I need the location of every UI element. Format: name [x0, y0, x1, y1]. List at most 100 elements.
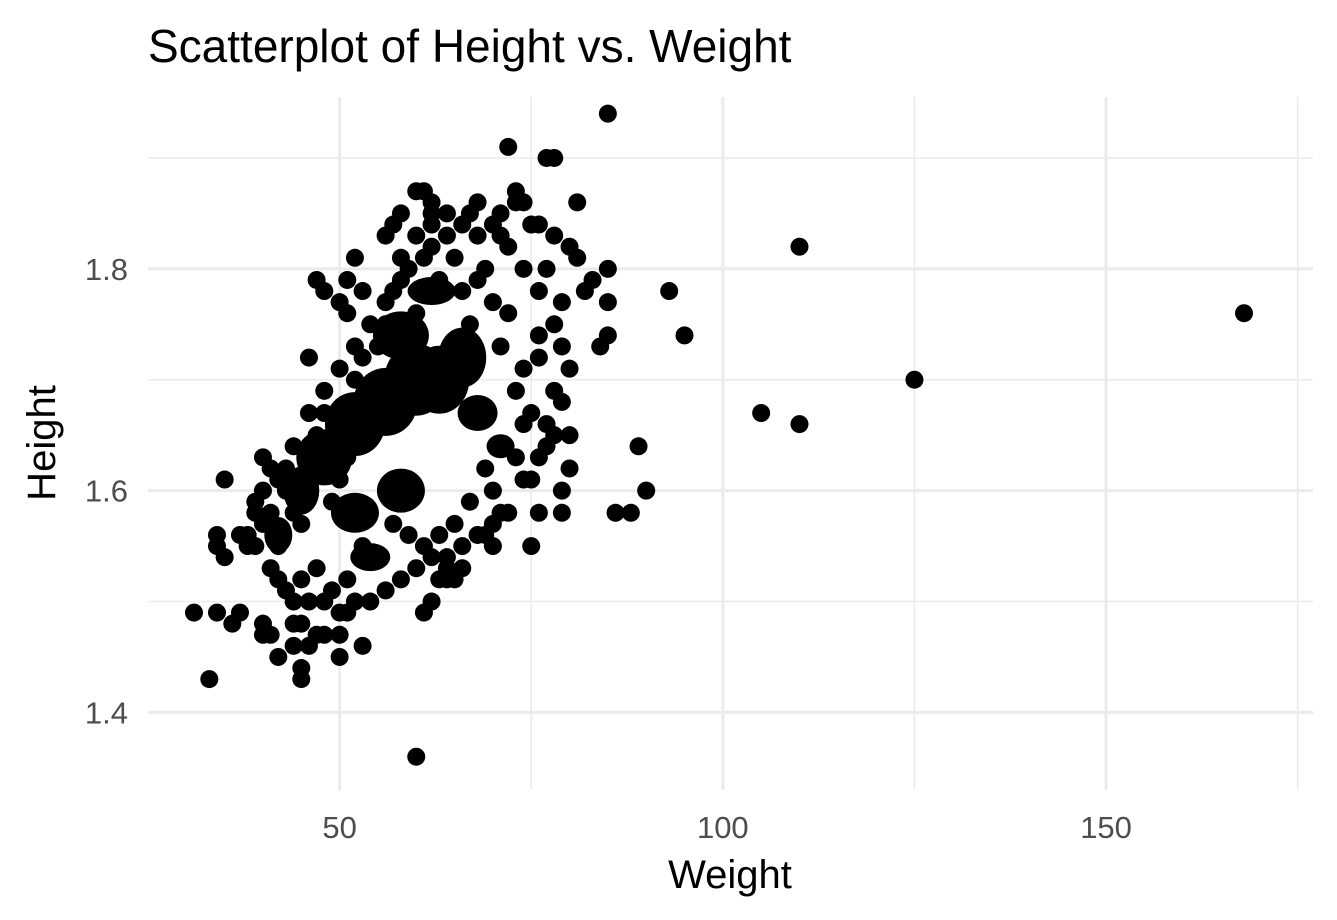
- scatter-point: [637, 481, 656, 500]
- scatter-point: [506, 193, 525, 212]
- scatter-point: [598, 293, 617, 312]
- scatter-point: [545, 315, 564, 334]
- scatter-point: [292, 514, 311, 533]
- scatter-point: [184, 603, 203, 622]
- scatter-point: [460, 492, 479, 511]
- scatter-point: [200, 670, 219, 689]
- scatter-point: [269, 647, 288, 666]
- scatter-point: [529, 326, 548, 345]
- scatter-point: [299, 348, 318, 367]
- scatter-point: [552, 481, 571, 500]
- scatter-point: [545, 426, 564, 445]
- scatter-point: [338, 570, 357, 589]
- scatter-point: [606, 503, 625, 522]
- scatter-point: [246, 492, 265, 511]
- scatter-point: [552, 293, 571, 312]
- scatter-point: [430, 270, 449, 289]
- scatter-point: [529, 448, 548, 467]
- scatter-point: [315, 404, 334, 423]
- scatter-point: [391, 204, 410, 223]
- scatter-point: [322, 492, 341, 511]
- scatter-point: [491, 226, 510, 245]
- scatter-point: [361, 415, 380, 434]
- scatter-point: [422, 237, 441, 256]
- scatter-point: [368, 337, 387, 356]
- scatter-point: [460, 315, 479, 334]
- scatter-point: [506, 381, 525, 400]
- scatter-point: [560, 459, 579, 478]
- scatter-point: [307, 559, 326, 578]
- scatter-point: [353, 537, 372, 556]
- scatter-point: [522, 215, 541, 234]
- scatter-point: [1235, 304, 1254, 323]
- scatter-point: [529, 503, 548, 522]
- scatter-point: [345, 592, 364, 611]
- scatter-point: [422, 204, 441, 223]
- scatter-point: [437, 548, 456, 567]
- scatter-point: [621, 503, 640, 522]
- y-tick-label: 1.6: [85, 474, 128, 509]
- scatter-cluster: [486, 434, 515, 459]
- scatter-point: [330, 470, 349, 489]
- scatter-point: [299, 404, 318, 423]
- scatter-cluster: [376, 468, 425, 513]
- scatter-point: [338, 270, 357, 289]
- scatter-point: [376, 293, 395, 312]
- scatter-point: [422, 592, 441, 611]
- scatter-point: [269, 470, 288, 489]
- scatter-point: [299, 470, 318, 489]
- scatter-point: [675, 326, 694, 345]
- scatter-point: [552, 503, 571, 522]
- scatter-point: [315, 282, 334, 301]
- scatter-point: [598, 104, 617, 123]
- scatter-point: [422, 548, 441, 567]
- scatter-point: [368, 548, 387, 567]
- scatter-point: [269, 570, 288, 589]
- scatter-point: [529, 282, 548, 301]
- scatter-point: [483, 481, 502, 500]
- x-axis-label: Weight: [668, 853, 792, 897]
- scatter-point: [514, 415, 533, 434]
- scatter-point: [353, 636, 372, 655]
- scatter-point: [261, 503, 280, 522]
- scatter-point: [391, 570, 410, 589]
- scatter-point: [315, 592, 334, 611]
- scatter-point: [598, 326, 617, 345]
- scatter-point: [430, 525, 449, 544]
- scatter-point: [315, 381, 334, 400]
- scatter-point: [453, 537, 472, 556]
- scatter-point: [345, 370, 364, 389]
- scatter-point: [568, 193, 587, 212]
- scatter-point: [468, 193, 487, 212]
- scatter-point: [560, 359, 579, 378]
- scatter-point: [330, 359, 349, 378]
- scatter-point: [529, 348, 548, 367]
- y-tick-label: 1.8: [85, 252, 128, 287]
- scatter-point: [376, 315, 395, 334]
- scatter-point: [445, 514, 464, 533]
- scatter-point: [545, 226, 564, 245]
- scatter-point: [330, 603, 349, 622]
- scatter-point: [215, 548, 234, 567]
- chart-title: Scatterplot of Height vs. Weight: [148, 20, 792, 72]
- scatter-point: [284, 592, 303, 611]
- scatter-point: [506, 448, 525, 467]
- scatter-point: [330, 647, 349, 666]
- scatter-point: [629, 437, 648, 456]
- scatter-point: [376, 581, 395, 600]
- scatter-point: [399, 525, 418, 544]
- scatter-point: [483, 537, 502, 556]
- scatter-point: [583, 270, 602, 289]
- scatter-point: [790, 237, 809, 256]
- scatter-point: [514, 359, 533, 378]
- y-tick-label: 1.4: [85, 695, 128, 730]
- scatter-point: [522, 537, 541, 556]
- scatter-point: [437, 204, 456, 223]
- scatter-point: [499, 137, 518, 156]
- scatter-point: [560, 237, 579, 256]
- scatter-point: [207, 525, 226, 544]
- scatter-point: [207, 603, 226, 622]
- scatter-point: [514, 259, 533, 278]
